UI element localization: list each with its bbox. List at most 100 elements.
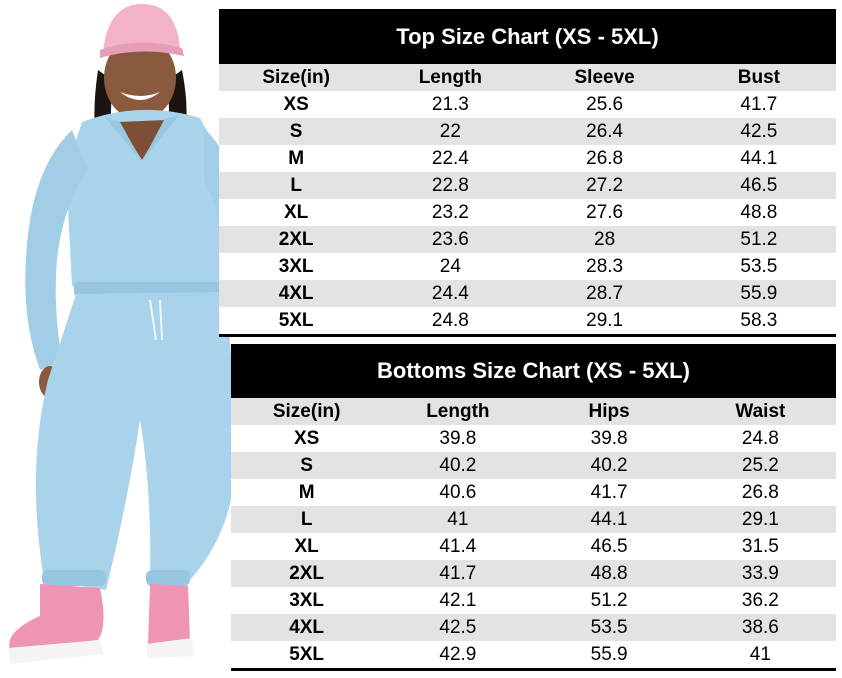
bottoms-size-chart: Bottoms Size Chart (XS - 5XL) Size(in) L… — [231, 344, 836, 671]
value-cell: 38.6 — [741, 616, 779, 638]
value-cell: 48.8 — [590, 562, 628, 584]
table-row: 4XL 24.4 28.7 55.9 — [219, 280, 836, 307]
table-row: XL 41.4 46.5 31.5 — [231, 533, 836, 560]
value-cell: 29.1 — [741, 508, 779, 530]
size-cell: XL — [294, 535, 319, 557]
value-cell: 46.5 — [740, 174, 778, 196]
size-cell: M — [288, 147, 305, 169]
value-cell: 21.3 — [431, 93, 469, 115]
value-cell: 39.8 — [590, 427, 628, 449]
value-cell: 55.9 — [590, 643, 628, 665]
table-row: S 40.2 40.2 25.2 — [231, 452, 836, 479]
table-row: 5XL 24.8 29.1 58.3 — [219, 307, 836, 337]
column-header: Bust — [737, 66, 780, 88]
value-cell: 44.1 — [740, 147, 778, 169]
table-row: 3XL 42.1 51.2 36.2 — [231, 587, 836, 614]
value-cell: 26.8 — [741, 481, 779, 503]
top-size-chart: Top Size Chart (XS - 5XL) Size(in) Lengt… — [219, 9, 836, 337]
size-cell: XL — [283, 201, 309, 223]
value-cell: 58.3 — [740, 309, 778, 331]
size-cell: 3XL — [278, 255, 314, 277]
table-row: 5XL 42.9 55.9 41 — [231, 641, 836, 671]
value-cell: 24.8 — [431, 309, 469, 331]
value-cell: 23.6 — [431, 228, 469, 250]
table-row: M 40.6 41.7 26.8 — [231, 479, 836, 506]
value-cell: 25.6 — [586, 93, 624, 115]
value-cell: 25.2 — [741, 454, 779, 476]
column-header: Sleeve — [574, 66, 635, 88]
size-cell: XS — [283, 93, 309, 115]
value-cell: 28 — [594, 228, 616, 250]
size-cell: 4XL — [278, 282, 314, 304]
value-cell: 42.9 — [439, 643, 477, 665]
value-cell: 28.3 — [586, 255, 624, 277]
table-row: L 41 44.1 29.1 — [231, 506, 836, 533]
value-cell: 27.2 — [586, 174, 624, 196]
model-photo — [8, 4, 250, 664]
size-cell: 2XL — [278, 228, 314, 250]
value-cell: 24.4 — [431, 282, 469, 304]
value-cell: 55.9 — [740, 282, 778, 304]
table-row: M 22.4 26.8 44.1 — [219, 145, 836, 172]
table-row: 3XL 24 28.3 53.5 — [219, 253, 836, 280]
value-cell: 41.7 — [590, 481, 628, 503]
value-cell: 23.2 — [431, 201, 469, 223]
table-row: XS 39.8 39.8 24.8 — [231, 425, 836, 452]
table-row: 4XL 42.5 53.5 38.6 — [231, 614, 836, 641]
value-cell: 39.8 — [439, 427, 477, 449]
value-cell: 26.4 — [586, 120, 624, 142]
bottoms-chart-header-row: Size(in) Length Hips Waist — [231, 398, 836, 425]
value-cell: 53.5 — [590, 616, 628, 638]
value-cell: 53.5 — [740, 255, 778, 277]
table-row: XS 21.3 25.6 41.7 — [219, 91, 836, 118]
value-cell: 41.7 — [439, 562, 477, 584]
column-header: Hips — [588, 400, 630, 422]
column-header: Waist — [735, 400, 786, 422]
value-cell: 29.1 — [586, 309, 624, 331]
value-cell: 26.8 — [586, 147, 624, 169]
value-cell: 51.2 — [740, 228, 778, 250]
column-header: Length — [426, 400, 490, 422]
size-cell: 2XL — [289, 562, 325, 584]
value-cell: 22.4 — [431, 147, 469, 169]
value-cell: 46.5 — [590, 535, 628, 557]
table-row: XL 23.2 27.6 48.8 — [219, 199, 836, 226]
table-row: L 22.8 27.2 46.5 — [219, 172, 836, 199]
size-cell: S — [289, 120, 303, 142]
value-cell: 41 — [447, 508, 469, 530]
value-cell: 41.7 — [740, 93, 778, 115]
value-cell: 24 — [439, 255, 461, 277]
size-cell: S — [300, 454, 313, 476]
top-chart-title: Top Size Chart (XS - 5XL) — [219, 9, 836, 64]
size-cell: XS — [293, 427, 320, 449]
value-cell: 48.8 — [740, 201, 778, 223]
bottoms-chart-title: Bottoms Size Chart (XS - 5XL) — [231, 344, 836, 398]
size-cell: 3XL — [289, 589, 325, 611]
column-header: Size(in) — [272, 400, 341, 422]
value-cell: 40.2 — [590, 454, 628, 476]
size-cell: L — [300, 508, 313, 530]
value-cell: 41 — [749, 643, 771, 665]
table-row: 2XL 23.6 28 51.2 — [219, 226, 836, 253]
value-cell: 44.1 — [590, 508, 628, 530]
table-row: S 22 26.4 42.5 — [219, 118, 836, 145]
value-cell: 22.8 — [431, 174, 469, 196]
value-cell: 24.8 — [741, 427, 779, 449]
value-cell: 36.2 — [741, 589, 779, 611]
value-cell: 27.6 — [586, 201, 624, 223]
value-cell: 40.6 — [439, 481, 477, 503]
column-header: Size(in) — [262, 66, 330, 88]
top-chart-header-row: Size(in) Length Sleeve Bust — [219, 64, 836, 91]
size-cell: M — [298, 481, 315, 503]
value-cell: 33.9 — [741, 562, 779, 584]
size-cell: 5XL — [289, 643, 325, 665]
size-cell: 4XL — [289, 616, 325, 638]
column-header: Length — [418, 66, 483, 88]
value-cell: 51.2 — [590, 589, 628, 611]
value-cell: 42.1 — [439, 589, 477, 611]
value-cell: 40.2 — [439, 454, 477, 476]
size-cell: L — [290, 174, 302, 196]
value-cell: 22 — [439, 120, 461, 142]
value-cell: 42.5 — [439, 616, 477, 638]
value-cell: 31.5 — [741, 535, 779, 557]
